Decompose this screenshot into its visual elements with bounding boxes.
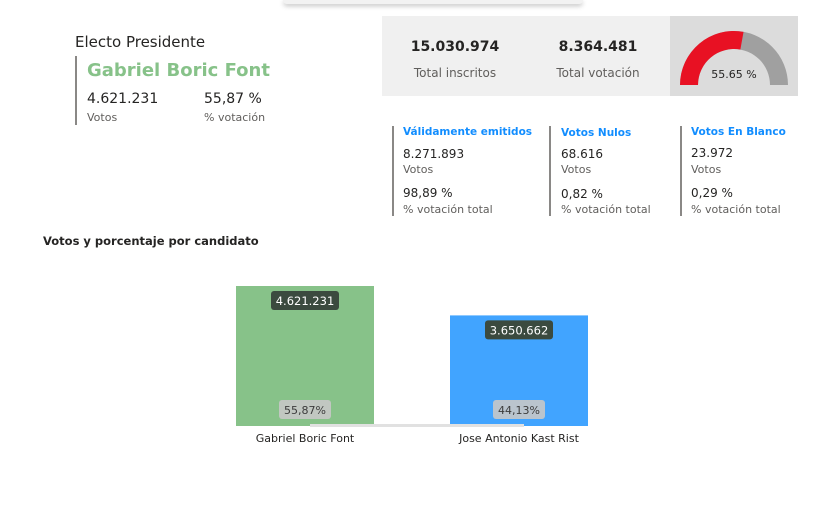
data-label-bg bbox=[485, 320, 553, 340]
participation-gauge-panel: 55.65 % bbox=[670, 16, 798, 96]
percent-label-bg bbox=[279, 400, 331, 419]
vote-card-votes: 8.271.893 bbox=[403, 147, 465, 161]
total-votacion-label: Total votación bbox=[556, 66, 640, 80]
scroll-indicator bbox=[310, 424, 524, 427]
percent-label: 55,87% bbox=[284, 404, 326, 417]
elected-name: Gabriel Boric Font bbox=[87, 60, 270, 81]
vote-card-percent-label: % votación total bbox=[691, 203, 781, 216]
data-label-bg bbox=[271, 291, 339, 310]
vote-card-votes: 23.972 bbox=[691, 146, 733, 160]
vote-card-percent: 0,29 % bbox=[691, 186, 733, 200]
elected-accent-bar bbox=[75, 56, 77, 125]
category-label: Jose Antonio Kast Rist bbox=[458, 432, 579, 445]
vote-card-title: Votos En Blanco bbox=[691, 126, 786, 138]
elected-title: Electo Presidente bbox=[75, 33, 206, 51]
data-label: 3.650.662 bbox=[490, 323, 549, 337]
total-inscritos-value: 15.030.974 bbox=[410, 39, 500, 55]
total-inscritos-label: Total inscritos bbox=[413, 66, 497, 80]
participation-gauge: 55.65 % bbox=[680, 31, 788, 85]
percent-label-bg bbox=[493, 400, 545, 419]
data-label: 4.621.231 bbox=[276, 294, 335, 308]
elected-percent-label: % votación bbox=[204, 111, 266, 124]
vote-card-votes-label: Votos bbox=[403, 163, 434, 176]
vote-card-percent: 0,82 % bbox=[561, 187, 603, 201]
elected-votes-label: Votos bbox=[87, 111, 118, 124]
percent-label: 44,13% bbox=[498, 404, 540, 417]
vote-card-percent-label: % votación total bbox=[561, 203, 651, 216]
elected-votes: 4.621.231 bbox=[87, 91, 159, 107]
vote-card-title: Votos Nulos bbox=[561, 127, 632, 139]
chart-title: Votos y porcentaje por candidato bbox=[43, 234, 259, 248]
elected-percent: 55,87 % bbox=[204, 91, 262, 107]
vote-card-votes-label: Votos bbox=[691, 163, 722, 176]
vote-card-votes-label: Votos bbox=[561, 163, 592, 176]
gauge-value-label: 55.65 % bbox=[711, 68, 756, 81]
totals-panel bbox=[382, 16, 670, 96]
vote-card-title: Válidamente emitidos bbox=[403, 126, 533, 138]
top-visual-shadow bbox=[283, 0, 583, 4]
vote-card-votes: 68.616 bbox=[561, 147, 603, 161]
vote-card-percent-label: % votación total bbox=[403, 203, 493, 216]
vote-card-bar bbox=[549, 126, 551, 216]
total-votacion-value: 8.364.481 bbox=[558, 39, 638, 55]
vote-card-bar bbox=[680, 126, 682, 216]
vote-card-bar bbox=[392, 126, 394, 216]
category-label: Gabriel Boric Font bbox=[256, 432, 355, 445]
gauge-fill bbox=[680, 31, 744, 85]
vote-card-percent: 98,89 % bbox=[403, 186, 453, 200]
